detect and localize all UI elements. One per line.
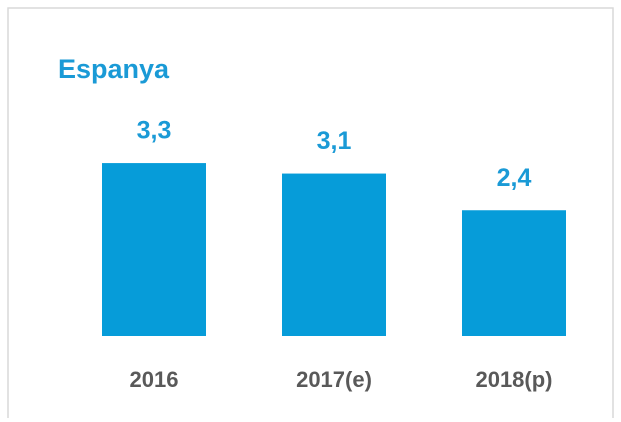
value-label: 3,3 <box>137 117 172 145</box>
bar <box>282 173 386 336</box>
x-tick-label: 2016 <box>130 367 179 392</box>
x-tick-label: 2017(e) <box>296 367 372 392</box>
chart-title: Espanya <box>58 54 170 84</box>
value-label: 3,1 <box>317 127 352 155</box>
value-label: 2,4 <box>497 164 532 192</box>
bar <box>462 210 566 336</box>
bar <box>102 163 206 336</box>
x-tick-label: 2018(p) <box>475 367 552 392</box>
frame <box>7 7 614 418</box>
